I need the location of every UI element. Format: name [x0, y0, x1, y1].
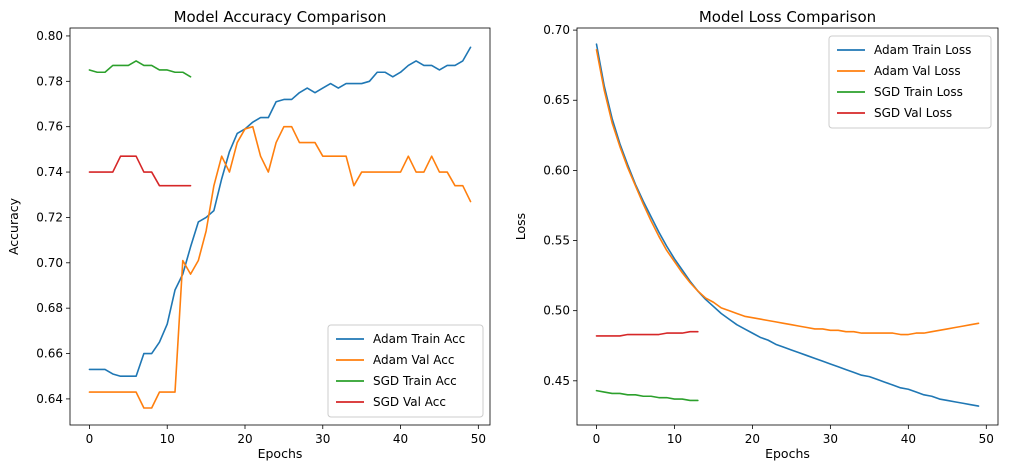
y-axis-title: Loss — [513, 213, 528, 240]
series-line-adam-val-acc — [88, 125, 472, 409]
y-tick-label: 0.50 — [543, 304, 570, 318]
x-tick-label: 10 — [160, 432, 175, 446]
x-axis-title: Epochs — [258, 446, 303, 461]
legend-label-adam-val-loss: Adam Val Loss — [874, 64, 961, 78]
x-axis-title: Epochs — [765, 446, 810, 461]
y-tick-label: 0.45 — [543, 374, 570, 388]
legend-label-sgd-val-loss: SGD Val Loss — [874, 106, 952, 120]
series-line-adam-val-loss — [595, 48, 980, 336]
series-line-adam-train-loss — [595, 43, 980, 407]
loss-chart: Model Loss Comparison 0 10 20 30 40 50 0.45 0.50… — [513, 8, 999, 461]
x-tick-label: 0 — [593, 432, 601, 446]
x-tick-label: 30 — [315, 432, 330, 446]
y-tick-label: 0.74 — [36, 165, 63, 179]
series-line-sgd-train-loss — [595, 389, 699, 402]
y-tick-label: 0.70 — [543, 23, 570, 37]
series-line-adam-train-acc — [88, 46, 472, 378]
legend-label-adam-train-loss: Adam Train Loss — [874, 43, 971, 57]
legend: Adam Train Acc Adam Val Acc SGD Train Acc S… — [327, 324, 484, 418]
x-tick-label: 40 — [393, 432, 408, 446]
y-tick-label: 0.70 — [36, 256, 63, 270]
legend-label-sgd-train-loss: SGD Train Loss — [874, 85, 963, 99]
y-tick-label: 0.66 — [36, 347, 63, 361]
y-tick-label: 0.55 — [543, 234, 570, 248]
y-axis-title: Accuracy — [6, 197, 21, 255]
y-tick-label: 0.64 — [36, 392, 63, 406]
accuracy-chart: Model Accuracy Comparison 0 10 20 30 40 50 0.64… — [6, 8, 491, 461]
x-tick-label: 50 — [471, 432, 486, 446]
legend: Adam Train Loss Adam Val Loss SGD Train Lo… — [828, 35, 992, 129]
y-tick-label: 0.65 — [543, 93, 570, 107]
x-tick-label: 30 — [823, 432, 838, 446]
series-line-sgd-train-acc — [88, 60, 192, 78]
chart-title: Model Accuracy Comparison — [174, 8, 387, 26]
y-tick-label: 0.78 — [36, 74, 63, 88]
plot-frame — [576, 27, 999, 426]
series-line-sgd-val-acc — [88, 155, 192, 187]
x-tick-label: 40 — [901, 432, 916, 446]
x-tick-label: 20 — [745, 432, 760, 446]
y-tick-label: 0.76 — [36, 120, 63, 134]
x-tick-label: 50 — [979, 432, 994, 446]
y-tick-label: 0.80 — [36, 29, 63, 43]
x-tick-label: 0 — [86, 432, 94, 446]
plot-frame — [69, 27, 491, 426]
legend-box — [327, 324, 484, 418]
y-tick-label: 0.72 — [36, 210, 63, 224]
y-tick-label: 0.60 — [543, 163, 570, 177]
legend-label-sgd-val-acc: SGD Val Acc — [373, 395, 446, 409]
legend-box — [828, 35, 992, 129]
legend-label-sgd-train-acc: SGD Train Acc — [373, 374, 457, 388]
x-tick-label: 10 — [667, 432, 682, 446]
legend-label-adam-val-acc: Adam Val Acc — [373, 353, 454, 367]
series-line-sgd-val-loss — [595, 330, 699, 337]
y-tick-label: 0.68 — [36, 301, 63, 315]
x-tick-label: 20 — [237, 432, 252, 446]
legend-label-adam-train-acc: Adam Train Acc — [373, 332, 465, 346]
chart-title: Model Loss Comparison — [699, 8, 876, 26]
